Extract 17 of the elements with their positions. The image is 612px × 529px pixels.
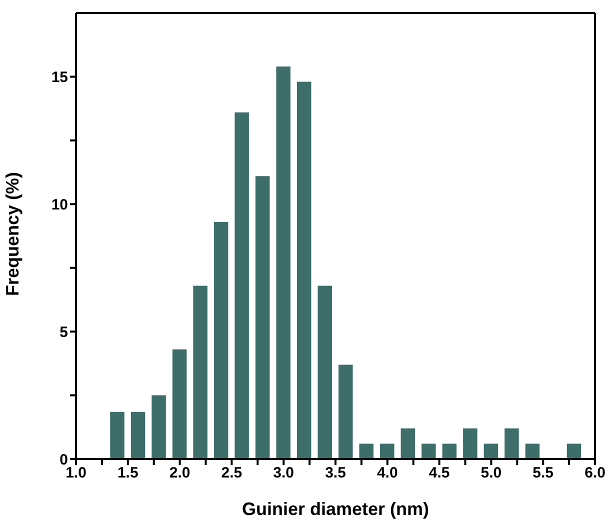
x-tick-label: 1.0 [66, 464, 86, 482]
x-tick-label: 6.0 [584, 464, 606, 482]
x-axis-title: Guinier diameter (nm) [242, 499, 430, 519]
y-tick-label: 0 [60, 451, 68, 468]
y-tick-label: 15 [51, 69, 68, 86]
x-tick-label: 2.0 [169, 464, 190, 482]
x-tick-label: 4.5 [428, 464, 450, 482]
x-tick-label: 3.5 [325, 464, 346, 482]
y-axis-title: Frequency (%) [2, 172, 22, 296]
y-tick-label: 10 [51, 196, 68, 214]
x-tick-label: 3.0 [273, 464, 294, 482]
x-tick-label: 5.5 [532, 464, 554, 482]
x-tick-label: 4.0 [376, 464, 398, 482]
x-tick-label: 5.0 [480, 464, 502, 482]
x-tick-label: 1.5 [117, 464, 138, 482]
x-tick-label: 2.5 [221, 464, 242, 482]
y-tick-label: 5 [60, 324, 68, 341]
